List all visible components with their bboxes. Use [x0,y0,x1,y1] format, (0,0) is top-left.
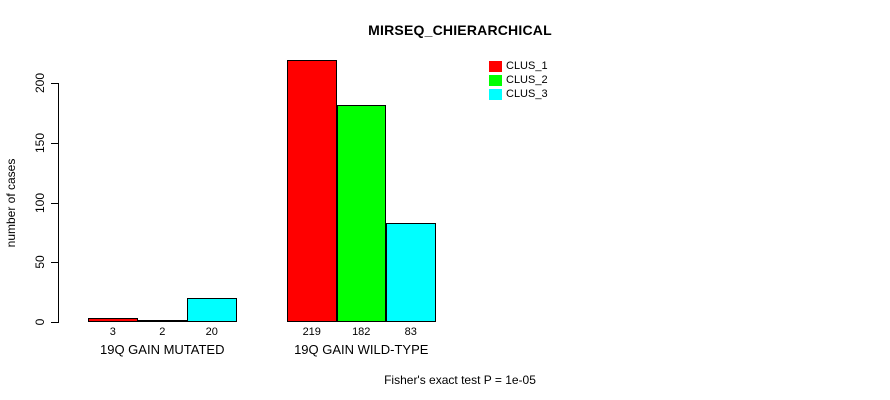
y-axis-line [58,83,59,323]
bar-value-label: 219 [302,326,321,338]
legend-swatch-clus_2 [489,75,502,86]
bar-clus_3 [386,222,436,322]
y-axis-tick-mark [51,262,58,264]
y-axis-tick-label: 150 [33,132,47,153]
legend-label-clus_1: CLUS_1 [506,60,548,72]
legend-swatch-clus_3 [489,89,502,100]
y-axis-label: number of cases [4,158,18,248]
bar-value-label: 3 [109,326,116,338]
bar-clus_1 [287,60,337,322]
y-axis-tick-label: 200 [33,72,47,94]
legend-label-clus_2: CLUS_2 [506,74,548,86]
x-axis-group-label: 19Q GAIN WILD-TYPE [294,342,429,357]
y-axis-tick-mark [51,322,58,323]
bar-clus_3 [187,298,237,322]
chart-title: MIRSEQ_CHIERARCHICAL [368,22,552,38]
bar-value-label: 20 [205,326,218,338]
bar-value-label: 83 [404,326,417,338]
x-axis-group-label: 19Q GAIN MUTATED [100,342,225,357]
bar-value-label: 182 [352,326,371,338]
y-axis-tick-label: 50 [33,255,47,269]
legend-swatch-clus_1 [489,61,502,72]
y-axis-tick-mark [51,142,58,144]
y-axis-tick-mark [51,83,58,84]
y-axis-tick-mark [51,202,58,204]
legend-label-clus_3: CLUS_3 [506,88,548,100]
y-axis-tick-label: 100 [33,192,47,213]
bar-clus_1 [88,318,138,322]
bar-value-label: 2 [159,326,166,338]
bar-clus_2 [137,319,187,322]
bar-clus_2 [336,104,386,322]
y-axis-tick-label: 0 [33,318,47,326]
footnote: Fisher's exact test P = 1e-05 [384,373,536,387]
